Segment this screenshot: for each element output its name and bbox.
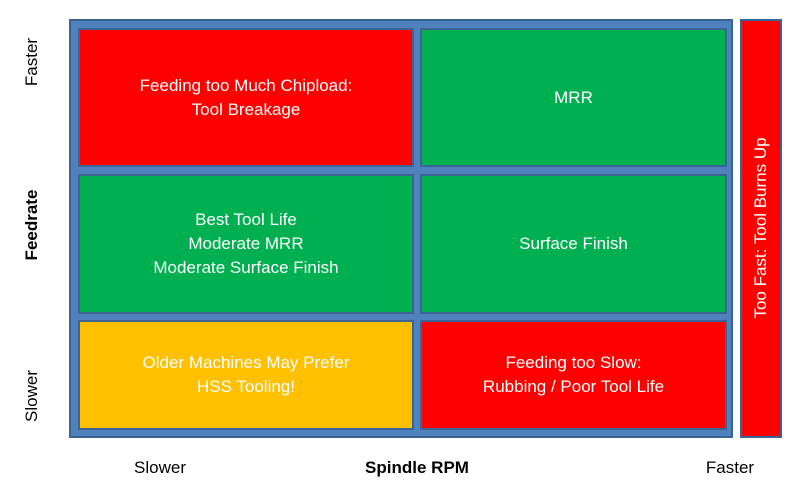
too-fast-bar [740,19,782,438]
cell-top-left-line-1: Feeding too Much Chipload: [139,75,353,95]
x-axis-left-label: Slower [134,458,186,477]
cell-bottom-left: Older Machines May Prefer HSS Tooling! [78,320,414,430]
cell-bottom-right-line-1: Feeding too Slow: [505,353,642,372]
x-axis-right-label: Faster [705,458,755,477]
cell-mid-left-line-3: Moderate Surface Finish [153,258,339,277]
cell-mid-right: Surface Finish [420,174,727,314]
cell-mid-left-line-2: Moderate MRR [188,234,304,253]
cell-mid-left: Best Tool Life Moderate MRR Moderate Sur… [78,174,414,314]
cell-bottom-right: Feeding too Slow: Rubbing / Poor Tool Li… [420,320,727,430]
y-axis-top-label: Faster [22,37,41,87]
x-axis-title: Spindle RPM [365,458,469,477]
cell-bottom-left-line-2: HSS Tooling! [197,377,295,396]
cell-mid-right-line-1: Surface Finish [519,234,628,253]
too-fast-label: Too Fast: Tool Burns Up [751,137,770,319]
cell-top-right-line-1: MRR [554,87,593,107]
cell-top-left-line-2: Tool Breakage [191,99,301,119]
y-axis-bottom-label: Slower [22,370,41,422]
cell-bottom-right-line-2: Rubbing / Poor Tool Life [482,377,665,396]
cell-top-right: MRR [420,28,727,167]
cell-top-left: Feeding too Much Chipload: Tool Breakage [78,28,414,167]
cell-bottom-left-line-1: Older Machines May Prefer [142,353,350,372]
cell-mid-left-line-1: Best Tool Life [195,210,297,229]
y-axis-title: Feedrate [22,189,41,261]
